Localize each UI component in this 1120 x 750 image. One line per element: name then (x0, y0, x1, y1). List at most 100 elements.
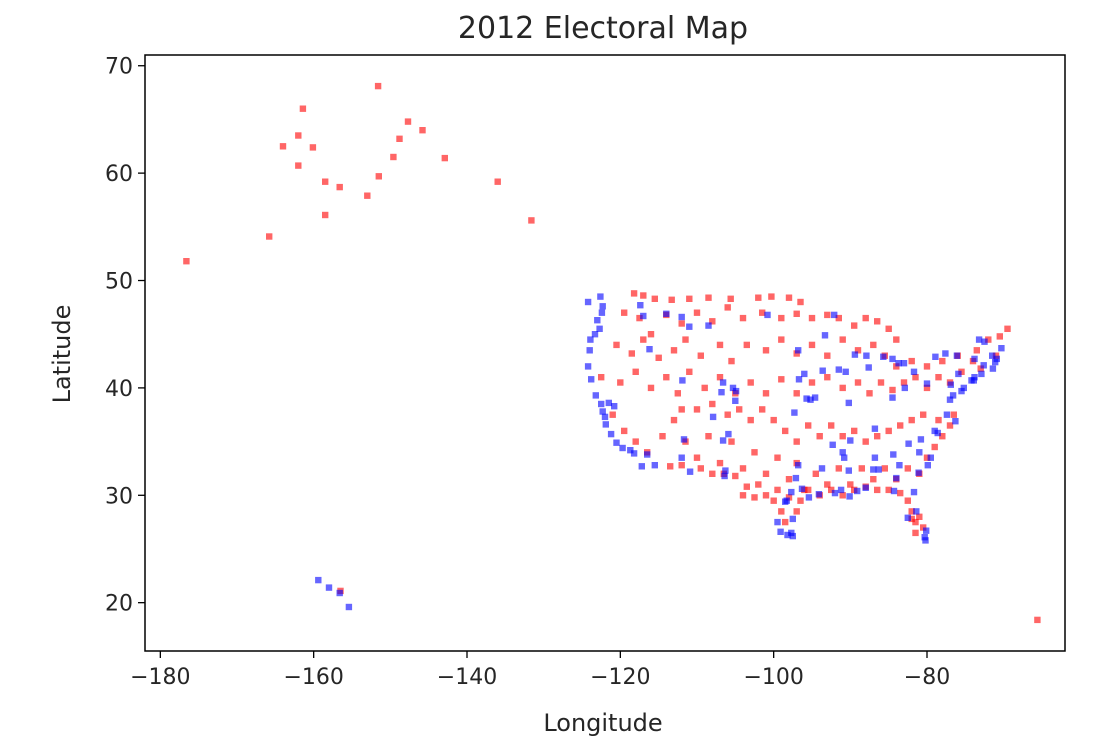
data-point (939, 433, 946, 440)
data-point (989, 352, 996, 359)
data-point (778, 314, 785, 322)
data-point (722, 467, 729, 474)
data-point (842, 368, 849, 375)
data-point (870, 466, 877, 473)
data-point (716, 459, 724, 467)
data-point (309, 144, 317, 151)
data-point (871, 425, 879, 432)
data-point (923, 527, 930, 534)
data-point (739, 314, 747, 322)
data-point (900, 360, 908, 367)
data-point (862, 314, 869, 322)
data-point (939, 357, 946, 365)
data-point (705, 433, 712, 440)
data-point (336, 183, 343, 191)
data-point (897, 422, 904, 429)
data-point (709, 413, 717, 421)
data-point (755, 481, 762, 488)
data-point (709, 318, 716, 325)
data-point (667, 463, 674, 470)
data-point (728, 438, 735, 445)
data-point (870, 341, 877, 349)
data-point (885, 325, 892, 332)
data-point (829, 441, 836, 448)
data-point (819, 367, 826, 374)
x-axis-label: Longitude (543, 709, 662, 737)
data-point (322, 178, 329, 185)
data-point (795, 347, 802, 354)
data-point (315, 576, 322, 584)
data-point (728, 357, 735, 365)
data-point (935, 416, 942, 424)
data-points (183, 82, 1041, 624)
data-point (678, 454, 685, 461)
data-point (762, 347, 770, 354)
data-point (747, 379, 754, 386)
data-point (266, 233, 273, 240)
data-point (921, 534, 928, 541)
data-point (797, 298, 804, 306)
data-point (782, 518, 789, 526)
data-point (375, 173, 382, 180)
data-point (931, 427, 938, 435)
data-point (863, 352, 870, 359)
data-point (768, 293, 775, 300)
data-point (592, 392, 599, 399)
data-point (693, 406, 701, 413)
data-point (889, 355, 896, 363)
data-point (678, 406, 685, 413)
data-point (709, 400, 716, 408)
data-point (678, 462, 685, 469)
data-point (678, 320, 685, 327)
data-point (716, 341, 724, 349)
data-point (901, 384, 908, 392)
data-point (805, 486, 812, 494)
data-point (912, 529, 919, 537)
data-point (295, 162, 302, 169)
data-point (295, 132, 302, 139)
data-point (803, 395, 810, 402)
data-point (797, 497, 804, 504)
data-point (632, 368, 639, 375)
data-point (770, 497, 777, 504)
data-point (613, 341, 620, 349)
data-point (968, 377, 975, 384)
data-point (183, 258, 190, 265)
data-point (955, 370, 962, 378)
data-point (755, 294, 762, 301)
data-point (404, 118, 412, 125)
data-point (697, 352, 704, 359)
data-point (777, 528, 784, 535)
data-point (793, 508, 800, 515)
data-point (494, 178, 501, 185)
data-point (721, 472, 728, 480)
data-point (670, 416, 678, 424)
data-point (747, 416, 754, 424)
data-point (845, 399, 852, 407)
data-point (821, 332, 829, 339)
data-point (874, 318, 881, 325)
data-point (663, 374, 670, 381)
data-point (808, 341, 816, 349)
data-point (839, 384, 846, 392)
data-point (981, 338, 988, 345)
data-point (910, 368, 918, 375)
y-tick-label: 20 (105, 592, 133, 617)
data-point (932, 353, 939, 360)
data-point (609, 411, 616, 418)
data-point (916, 513, 923, 520)
data-point (835, 366, 842, 373)
data-point (847, 481, 854, 488)
y-axis: 20 30 40 50 60 70 (105, 55, 145, 617)
data-point (816, 433, 823, 440)
data-point (851, 427, 858, 435)
data-point (611, 403, 618, 410)
data-point (670, 347, 678, 354)
data-point (729, 384, 737, 392)
data-point (598, 374, 605, 381)
data-point (924, 462, 931, 469)
data-point (904, 497, 911, 504)
data-point (912, 518, 919, 526)
data-point (788, 488, 795, 496)
data-point (885, 427, 892, 435)
